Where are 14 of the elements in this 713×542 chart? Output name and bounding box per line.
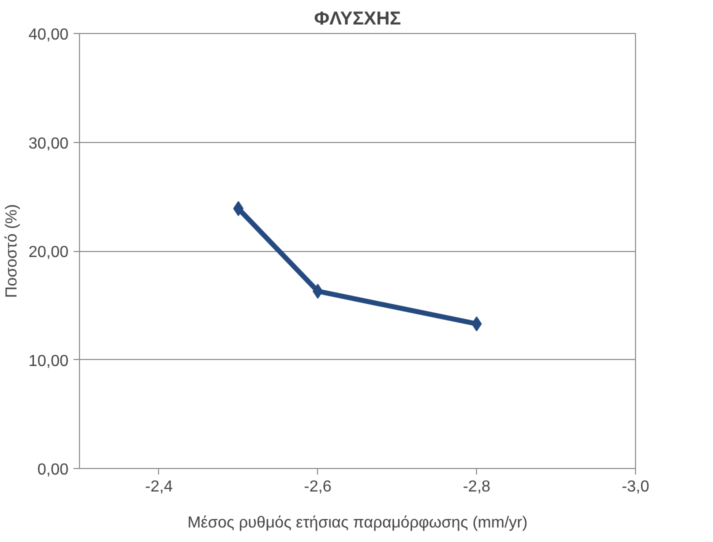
point — [471, 316, 482, 332]
x-tick-label: -3,0 — [622, 478, 650, 496]
x-tick-label: -2,6 — [304, 478, 332, 496]
y-tick-label: 20,00 — [28, 244, 69, 261]
point — [233, 201, 244, 216]
x-axis-title: Μέσος ρυθμός ετήσιας παραμόρφωσης (mm/yr) — [187, 514, 528, 532]
x-tick-label: -2,8 — [462, 478, 491, 496]
y-tick-label: 10,00 — [28, 352, 69, 370]
x-tick-label: -2,4 — [145, 478, 173, 496]
y-tick-label: 40,00 — [28, 26, 69, 44]
y-tick-label: 30,00 — [28, 135, 69, 152]
chart-title: ΦΛΥΣΧΗΣ — [314, 8, 401, 28]
y-axis-title: Ποσοστό (%) — [3, 204, 20, 298]
y-tick-label: 0,00 — [37, 462, 69, 478]
